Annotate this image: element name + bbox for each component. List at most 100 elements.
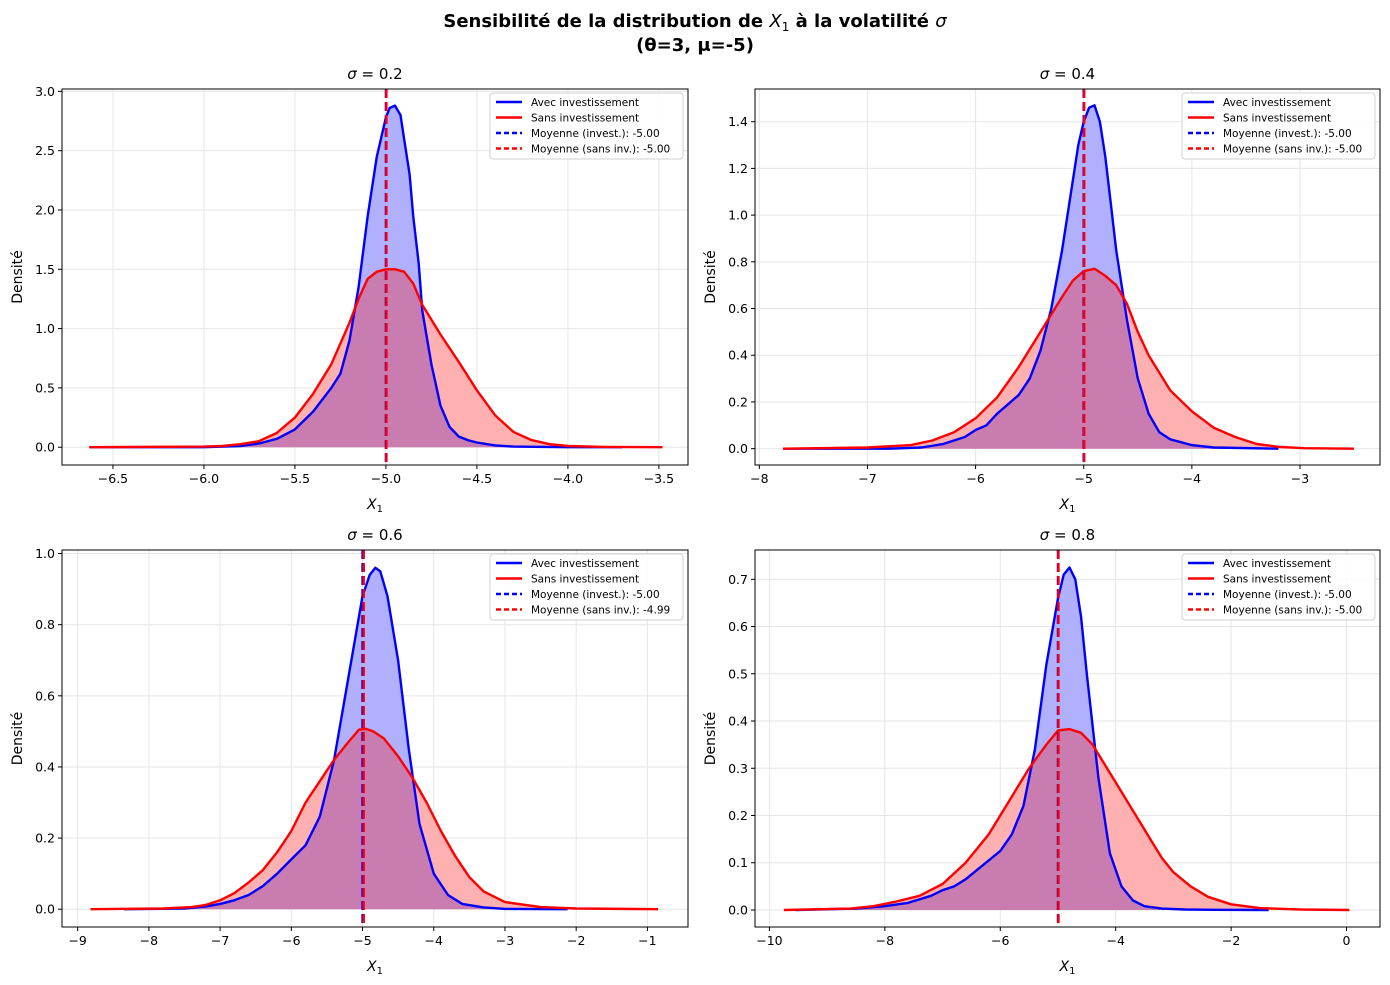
- x-axis-label-sub: 1: [1069, 504, 1075, 515]
- x-tick-label: −7: [858, 471, 876, 486]
- axes-frame: [61, 88, 689, 466]
- legend-label: Sans investissement: [531, 573, 639, 585]
- y-axis-label: Densité: [703, 250, 719, 304]
- y-tick-label: 3.0: [35, 84, 55, 99]
- y-tick-label: 0.8: [35, 617, 55, 632]
- y-tick-label: 0.6: [728, 619, 748, 634]
- x-axis-label: X1: [366, 497, 383, 515]
- axes-frame: [754, 88, 1381, 466]
- axes-frame: [61, 549, 689, 928]
- y-tick-label: 0.2: [728, 394, 748, 409]
- y-tick-label: 0.7: [728, 572, 748, 587]
- x-tick-label: −8: [140, 933, 158, 948]
- y-tick-label: 1.0: [35, 546, 55, 561]
- subplot-title: σ = 0.8: [1040, 526, 1095, 544]
- legend: Avec investissement Sans investissement Mo…: [489, 553, 684, 621]
- subplot-1: −6.5 −6.0 −5.5 −5.0 −4.5 −4.0 −3.5 0.0 0.5 1.0 1.5…: [10, 65, 689, 515]
- legend-label: Moyenne (sans inv.): -4.99: [531, 604, 670, 616]
- x-axis-label-var: X: [1059, 497, 1070, 513]
- legend-label: Avec investissement: [531, 97, 639, 109]
- area-avec-investissement: [124, 567, 568, 910]
- y-tick-label: 0.4: [35, 759, 55, 774]
- area-overlap: [89, 269, 623, 448]
- y-tick-label: 0.8: [728, 254, 748, 269]
- x-tick-label: −3.5: [644, 471, 674, 486]
- line-sans-investissement: [90, 727, 659, 911]
- y-tick-label: 2.0: [35, 202, 55, 217]
- x-tick-label: −6: [966, 471, 984, 486]
- y-tick-label: 1.2: [728, 161, 748, 176]
- y-tick-label: 0.2: [35, 831, 55, 846]
- legend-label: Moyenne (invest.): -5.00: [1223, 128, 1352, 140]
- x-tick-label: −4: [1183, 471, 1201, 486]
- legend: Avec investissement Sans investissement Mo…: [1181, 553, 1376, 621]
- line-sans-investissement: [783, 267, 1355, 450]
- x-tick-label: −4.5: [462, 471, 492, 486]
- x-tick-label: −6.5: [98, 471, 128, 486]
- y-tick-label: 0.0: [728, 441, 748, 456]
- y-tick-label: 0.1: [728, 855, 748, 870]
- legend-label: Moyenne (sans inv.): -5.00: [1223, 143, 1362, 155]
- y-tick-label: 0.6: [728, 301, 748, 316]
- plot-area: [89, 89, 663, 465]
- y-tick-label: 0.0: [728, 902, 748, 917]
- plot-area: [783, 89, 1355, 465]
- x-tick-label: −8: [876, 933, 894, 948]
- plot-area: [90, 550, 659, 927]
- area-overlap: [783, 268, 1279, 449]
- legend-label: Moyenne (sans inv.): -5.00: [1223, 604, 1362, 616]
- y-tick-label: 0.5: [35, 380, 55, 395]
- line-avec-investissement: [795, 566, 1269, 912]
- line-sans-investissement: [89, 268, 663, 449]
- legend-box: [489, 92, 684, 160]
- legend-label: Avec investissement: [531, 558, 639, 570]
- y-tick-label: 0.4: [728, 714, 748, 729]
- y-tick-label: 0.5: [728, 666, 748, 681]
- x-tick-label: −2: [1222, 933, 1240, 948]
- x-tick-label: −8: [750, 471, 768, 486]
- x-axis-label-sub: 1: [377, 966, 383, 977]
- x-tick-label: −5.0: [371, 471, 401, 486]
- x-tick-label: −2: [567, 933, 585, 948]
- subplot-title: σ = 0.2: [347, 65, 402, 83]
- line-avec-investissement: [783, 104, 1279, 450]
- suptitle-params: (θ=3, μ=-5): [636, 35, 754, 56]
- legend-label: Moyenne (invest.): -5.00: [531, 128, 660, 140]
- legend-box: [489, 553, 684, 621]
- x-tick-label: −4: [1106, 933, 1124, 948]
- title-sigma: σ: [1040, 65, 1050, 83]
- title-value: = 0.4: [1049, 65, 1095, 83]
- y-axis-label: Densité: [10, 250, 26, 304]
- x-tick-label: −6: [282, 933, 300, 948]
- legend: Avec investissement Sans investissement Mo…: [489, 92, 684, 160]
- x-axis-label-var: X: [366, 497, 377, 513]
- x-axis-label: X1: [366, 959, 383, 977]
- x-axis-label-sub: 1: [1069, 966, 1075, 977]
- x-tick-label: −6: [991, 933, 1009, 948]
- legend-label: Sans investissement: [1223, 573, 1331, 585]
- legend-label: Moyenne (invest.): -5.00: [1223, 589, 1352, 601]
- title-value: = 0.2: [357, 65, 403, 83]
- legend-box: [1181, 92, 1376, 160]
- x-tick-label: −4: [425, 933, 443, 948]
- x-axis-label-var: X: [366, 959, 377, 975]
- legend-label: Avec investissement: [1223, 97, 1331, 109]
- legend-label: Sans investissement: [531, 112, 639, 124]
- x-tick-label: −5.5: [280, 471, 310, 486]
- suptitle-var: X: [768, 11, 782, 32]
- area-overlap: [795, 729, 1269, 910]
- subplot-title: σ = 0.6: [347, 526, 402, 544]
- x-tick-label: −3: [1291, 471, 1309, 486]
- x-tick-label: −10: [756, 933, 782, 948]
- y-tick-label: 0.3: [728, 761, 748, 776]
- x-tick-label: −1: [638, 933, 656, 948]
- x-tick-label: −9: [68, 933, 86, 948]
- x-tick-label: 0: [1343, 933, 1351, 948]
- legend-label: Moyenne (sans inv.): -5.00: [531, 143, 670, 155]
- subplot-3: −9 −8 −7 −6 −5 −4 −3 −2 −1 0.0 0.2 0.4 0.6 0.8 1.0 σ = …: [10, 526, 689, 977]
- y-tick-label: 1.0: [728, 208, 748, 223]
- x-axis-label: X1: [1059, 959, 1076, 977]
- area-overlap: [124, 728, 568, 910]
- line-sans-investissement: [783, 727, 1350, 912]
